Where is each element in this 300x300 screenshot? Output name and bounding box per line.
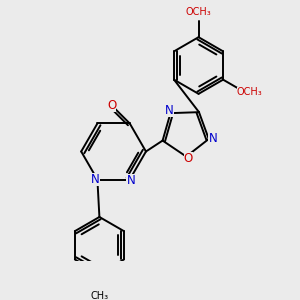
Text: O: O [107, 99, 116, 112]
Text: OCH₃: OCH₃ [236, 87, 262, 97]
Text: N: N [91, 173, 100, 186]
Text: N: N [126, 174, 135, 187]
Text: N: N [208, 133, 217, 146]
Text: O: O [184, 152, 193, 165]
Text: OCH₃: OCH₃ [186, 7, 211, 17]
Text: N: N [165, 103, 174, 117]
Text: CH₃: CH₃ [90, 291, 109, 300]
